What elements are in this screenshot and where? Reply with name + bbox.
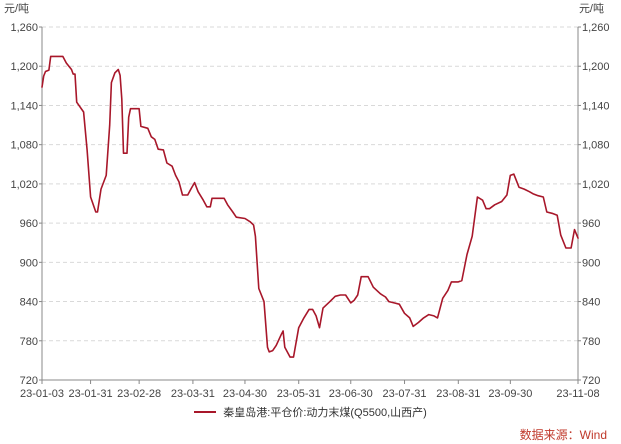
y-tick-label-left: 900 [20, 257, 38, 269]
legend-label: 秦皇岛港:平仓价:动力末煤(Q5500,山西产) [223, 407, 427, 419]
x-tick-label: 23-11-08 [556, 388, 599, 400]
series-line [41, 55, 579, 358]
y-tick-label-right: 1,260 [582, 22, 610, 34]
data-source: 数据来源：Wind [519, 428, 607, 442]
grid-lines [42, 26, 578, 342]
x-tick-label: 23-04-30 [223, 388, 267, 400]
y-tick-label-right: 780 [582, 336, 600, 348]
y-tick-label-left: 720 [20, 375, 38, 387]
y-tick-label-left: 1,020 [10, 179, 38, 191]
right-axis-unit: 元/吨 [579, 2, 604, 15]
x-tick-label: 23-08-31 [436, 388, 480, 400]
x-tick-label: 23-07-31 [383, 388, 427, 400]
y-tick-label-right: 720 [582, 375, 600, 387]
y-tick-label-right: 1,140 [582, 100, 610, 112]
series-group [41, 55, 579, 358]
y-tick-label-right: 1,080 [582, 140, 610, 152]
y-tick-label-right: 960 [582, 218, 600, 230]
y-tick-label-left: 780 [20, 336, 38, 348]
x-tick-label: 23-01-03 [20, 388, 64, 400]
legend-swatch [194, 411, 217, 414]
y-tick-label-left: 960 [20, 218, 38, 230]
x-tick-label: 23-05-31 [277, 388, 321, 400]
y-tick-label-right: 840 [582, 297, 600, 309]
left-axis-unit: 元/吨 [4, 2, 29, 15]
legend: 秦皇岛港:平仓价:动力末煤(Q5500,山西产) [0, 404, 621, 420]
x-tick-label: 23-01-31 [69, 388, 113, 400]
y-tick-label-left: 1,140 [10, 100, 38, 112]
x-tick-label: 23-03-31 [171, 388, 215, 400]
x-tick-label: 23-09-30 [488, 388, 532, 400]
right-y-axis-ticks: 720 780 840 900 960 1,020 1,080 1,140 1,200 1,260 [578, 22, 610, 387]
x-tick-label: 23-02-28 [117, 388, 161, 400]
y-tick-label-right: 900 [582, 257, 600, 269]
y-tick-label-right: 1,200 [582, 61, 610, 73]
y-tick-label-right: 1,020 [582, 179, 610, 191]
left-y-axis-ticks: 720 780 840 900 960 1,020 1,080 1,140 1,200 1,260 [10, 22, 42, 387]
x-tick-label: 23-06-30 [329, 388, 373, 400]
y-tick-label-left: 840 [20, 297, 38, 309]
y-tick-label-left: 1,260 [10, 22, 38, 34]
x-axis-ticks: 23-01-03 23-01-31 23-02-28 23-03-31 23-04-30… [20, 380, 600, 400]
y-tick-label-left: 1,200 [10, 61, 38, 73]
y-tick-label-left: 1,080 [10, 140, 38, 152]
